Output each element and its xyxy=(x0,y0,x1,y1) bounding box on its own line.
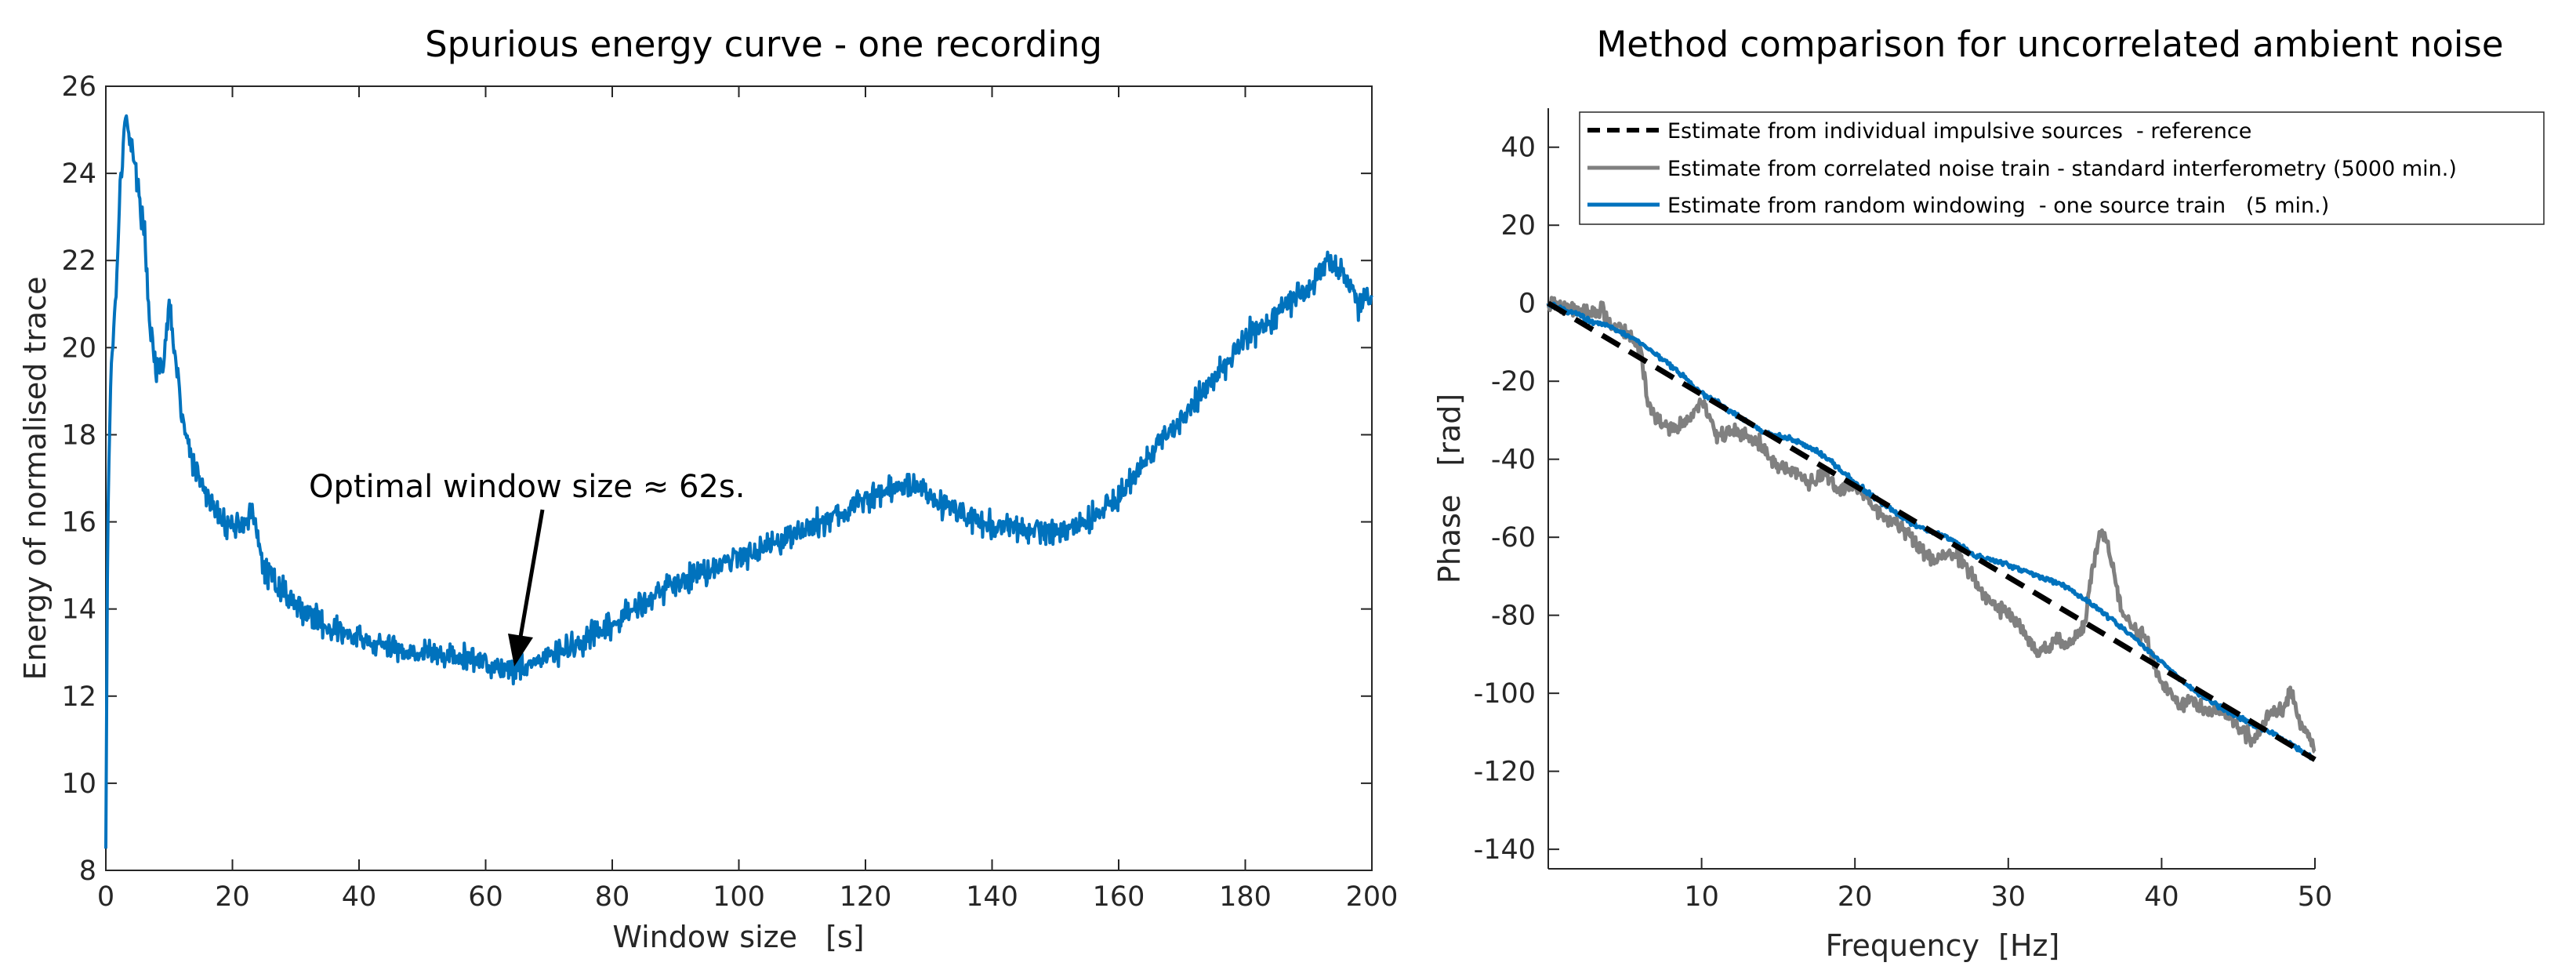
energy-chart-title: Spurious energy curve - one recording xyxy=(425,24,1102,65)
energy-x-tick-label: 160 xyxy=(1093,881,1145,913)
energy-chart: Spurious energy curve - one recording 0 2… xyxy=(18,24,1398,954)
energy-x-ticks: 0 20 40 60 80 100 120 140 160 180 200 xyxy=(97,86,1399,913)
phase-reference-line xyxy=(1547,300,2317,762)
energy-y-tick-label: 8 xyxy=(79,855,96,887)
energy-y-tick-label: 12 xyxy=(61,681,96,713)
energy-x-tick-label: 120 xyxy=(840,881,892,913)
phase-chart-title: Method comparison for uncorrelated ambie… xyxy=(1596,24,2503,65)
energy-y-tick-label: 22 xyxy=(61,245,96,277)
phase-y-tick-label: -60 xyxy=(1491,522,1536,554)
phase-y-tick-label: 0 xyxy=(1518,289,1536,320)
energy-y-ticks: 8 10 12 14 16 18 20 22 24 26 xyxy=(61,71,1372,887)
phase-x-tick-label: 10 xyxy=(1684,881,1719,913)
phase-x-tick-label: 50 xyxy=(2298,881,2333,913)
energy-x-axis-label: Window size [s] xyxy=(612,920,864,954)
legend-label-interferometry: Estimate from correlated noise train - s… xyxy=(1667,157,2457,181)
phase-x-tick-label: 40 xyxy=(2144,881,2179,913)
phase-x-tick-label: 30 xyxy=(1991,881,2026,913)
phase-chart: Method comparison for uncorrelated ambie… xyxy=(1432,24,2545,963)
phase-legend: Estimate from individual impulsive sourc… xyxy=(1579,111,2545,225)
annotation-arrow-head xyxy=(508,634,533,666)
energy-y-tick-label: 20 xyxy=(61,332,96,364)
energy-y-tick-label: 24 xyxy=(61,158,96,190)
phase-y-axis-label: Phase [rad] xyxy=(1432,394,1467,583)
phase-y-ticks: 40 20 0 -20 -40 -60 -80 -100 -120 -140 xyxy=(1474,133,1559,866)
legend-label-random-windowing: Estimate from random windowing - one sou… xyxy=(1667,194,2329,218)
energy-y-tick-label: 10 xyxy=(61,768,96,800)
energy-y-tick-label: 26 xyxy=(61,71,96,103)
energy-y-axis-label: Energy of normalised trace xyxy=(18,277,53,681)
phase-x-ticks: 10 20 30 40 50 xyxy=(1684,858,2332,913)
optimal-window-annotation: Optimal window size ≈ 62s. xyxy=(309,469,745,505)
energy-x-tick-label: 20 xyxy=(215,881,250,913)
phase-y-tick-label: -40 xyxy=(1491,445,1536,476)
phase-y-tick-label: 20 xyxy=(1500,210,1536,242)
legend-label-reference: Estimate from individual impulsive sourc… xyxy=(1667,119,2251,143)
phase-y-tick-label: -120 xyxy=(1474,757,1536,788)
phase-y-tick-label: -100 xyxy=(1474,678,1536,710)
energy-x-tick-label: 60 xyxy=(468,881,503,913)
energy-x-tick-label: 180 xyxy=(1219,881,1272,913)
energy-x-tick-label: 80 xyxy=(595,881,630,913)
energy-y-tick-label: 14 xyxy=(61,594,96,626)
phase-interferometry-line xyxy=(1546,296,2317,754)
energy-curve-line xyxy=(104,114,1373,849)
energy-plot-area xyxy=(105,85,1373,871)
legend-box xyxy=(1579,111,2545,225)
phase-x-tick-label: 20 xyxy=(1838,881,1873,913)
annotation-arrow-shaft xyxy=(518,509,545,637)
phase-y-tick-label: 40 xyxy=(1500,133,1536,164)
energy-x-tick-label: 100 xyxy=(713,881,765,913)
phase-y-tick-label: -80 xyxy=(1491,601,1536,632)
energy-y-tick-label: 16 xyxy=(61,507,96,539)
phase-y-tick-label: -140 xyxy=(1474,834,1536,866)
energy-x-tick-label: 140 xyxy=(966,881,1018,913)
phase-y-tick-label: -20 xyxy=(1491,366,1536,398)
energy-x-tick-label: 40 xyxy=(342,881,377,913)
phase-x-axis-label: Frequency [Hz] xyxy=(1826,928,2060,963)
energy-series xyxy=(104,114,1373,849)
energy-x-tick-label: 200 xyxy=(1346,881,1399,913)
energy-y-tick-label: 18 xyxy=(61,419,96,451)
energy-x-tick-label: 0 xyxy=(97,881,114,913)
phase-series xyxy=(1546,296,2317,762)
